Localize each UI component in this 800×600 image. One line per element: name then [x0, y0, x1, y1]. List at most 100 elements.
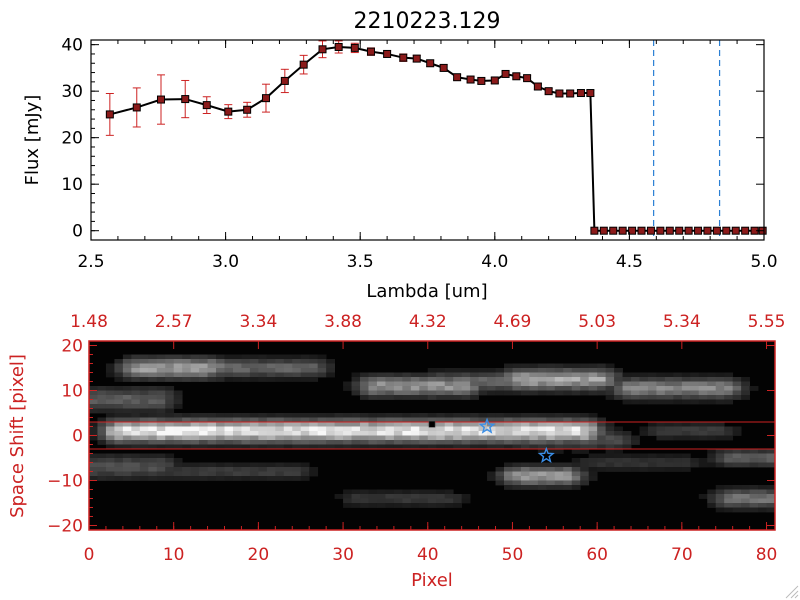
- image-top-tick-label: 3.34: [239, 312, 277, 332]
- image-x-tick-label: 50: [502, 545, 524, 565]
- data-point: [202, 101, 211, 110]
- data-point: [490, 76, 499, 85]
- data-point: [544, 87, 553, 96]
- data-point: [523, 74, 532, 83]
- x-tick-label: 4.5: [616, 252, 643, 272]
- data-point: [399, 53, 408, 62]
- data-point: [156, 95, 165, 104]
- x-tick-label: 3.5: [347, 252, 374, 272]
- y-tick-label: 10: [61, 175, 83, 195]
- data-point: [334, 42, 343, 51]
- image-top-tick-label: 5.55: [748, 312, 786, 332]
- data-point: [665, 226, 674, 235]
- image-y-tick-label: 10: [61, 382, 83, 402]
- data-point: [439, 63, 448, 72]
- data-point: [512, 72, 521, 81]
- spectrum-series: [105, 40, 767, 235]
- data-point: [224, 107, 233, 116]
- image-y-tick-label: 0: [72, 427, 83, 447]
- data-point: [646, 226, 655, 235]
- data-point: [731, 226, 740, 235]
- data-point: [105, 110, 114, 119]
- data-point: [477, 76, 486, 85]
- data-point: [366, 47, 375, 56]
- data-point: [412, 54, 421, 63]
- data-point: [318, 45, 327, 54]
- resize-grip-icon[interactable]: [785, 585, 799, 599]
- y-tick-label: 30: [61, 82, 83, 102]
- data-point: [586, 89, 595, 98]
- image-x-tick-label: 70: [671, 545, 693, 565]
- image-x-tick-label: 20: [248, 545, 270, 565]
- star-marker-icon: [537, 446, 555, 463]
- data-point: [703, 226, 712, 235]
- image-x-tick-label: 60: [586, 545, 608, 565]
- image-x-tick-label: 0: [84, 545, 95, 565]
- data-point: [261, 94, 270, 103]
- y-tick-label: 0: [72, 222, 83, 242]
- data-point: [637, 226, 646, 235]
- spectrum-x-label: Lambda [um]: [366, 281, 487, 302]
- image-top-tick-label: 5.03: [578, 312, 616, 332]
- data-point: [712, 226, 721, 235]
- image-pixels: [89, 354, 776, 513]
- image-x-tick-label: 10: [163, 545, 185, 565]
- spectrum-ticks: 2.5 3.0 3.5 4.0 4.5 5.0 0 10 20 30 40: [61, 36, 777, 272]
- spectrum-image-plot: 0 10 20 30 40 50 60 70 80 1.48 2.57 3.34 3.88 4.32 4.6…: [7, 312, 785, 591]
- image-y-tick-label: 20: [61, 337, 83, 357]
- data-point: [299, 60, 308, 69]
- data-point: [350, 43, 359, 52]
- data-point: [694, 226, 703, 235]
- image-top-tick-label: 4.32: [409, 312, 447, 332]
- data-point: [466, 75, 475, 84]
- y-tick-label: 20: [61, 129, 83, 149]
- data-point: [426, 59, 435, 68]
- data-point: [609, 226, 618, 235]
- image-top-tick-label: 2.57: [155, 312, 193, 332]
- data-point: [675, 226, 684, 235]
- image-x-tick-label: 80: [756, 545, 778, 565]
- data-point: [453, 73, 462, 82]
- data-point: [181, 95, 190, 104]
- data-point: [590, 226, 599, 235]
- data-point: [566, 89, 575, 98]
- x-tick-label: 3.0: [212, 252, 239, 272]
- spectrum-axes-frame: [90, 39, 765, 241]
- image-y-tick-label: −10: [47, 472, 83, 492]
- image-x-label: Pixel: [411, 570, 453, 591]
- data-point: [555, 89, 564, 98]
- data-point: [243, 105, 252, 114]
- image-top-tick-label: 3.88: [324, 312, 362, 332]
- image-x-tick-label: 30: [332, 545, 354, 565]
- x-tick-label: 2.5: [77, 252, 104, 272]
- data-point: [132, 103, 141, 112]
- data-point: [722, 226, 731, 235]
- data-point: [618, 226, 627, 235]
- image-ticks: 0 10 20 30 40 50 60 70 80 1.48 2.57 3.34 3.88 4.32 4.6…: [47, 312, 785, 565]
- data-point: [576, 89, 585, 98]
- data-point: [599, 226, 608, 235]
- image-top-tick-label: 5.34: [663, 312, 701, 332]
- data-point: [501, 69, 510, 78]
- data-point: [741, 226, 750, 235]
- source-marker: [428, 421, 436, 428]
- x-tick-label: 5.0: [750, 252, 777, 272]
- image-y-tick-label: −20: [47, 517, 83, 537]
- data-point: [628, 226, 637, 235]
- data-point: [684, 226, 693, 235]
- image-y-label: Space Shift [pixel]: [7, 354, 28, 518]
- image-x-tick-label: 40: [417, 545, 439, 565]
- image-overlays: [89, 417, 775, 463]
- x-tick-label: 4.0: [481, 252, 508, 272]
- data-point: [280, 76, 289, 85]
- spectrum-y-label: Flux [mJy]: [22, 95, 43, 186]
- y-tick-label: 40: [61, 36, 83, 56]
- data-point: [383, 49, 392, 58]
- image-top-tick-label: 1.48: [70, 312, 108, 332]
- data-point: [533, 82, 542, 91]
- spectrum-title: 2210223.129: [354, 9, 501, 34]
- image-top-tick-label: 4.69: [494, 312, 532, 332]
- star-marker-icon: [478, 417, 496, 434]
